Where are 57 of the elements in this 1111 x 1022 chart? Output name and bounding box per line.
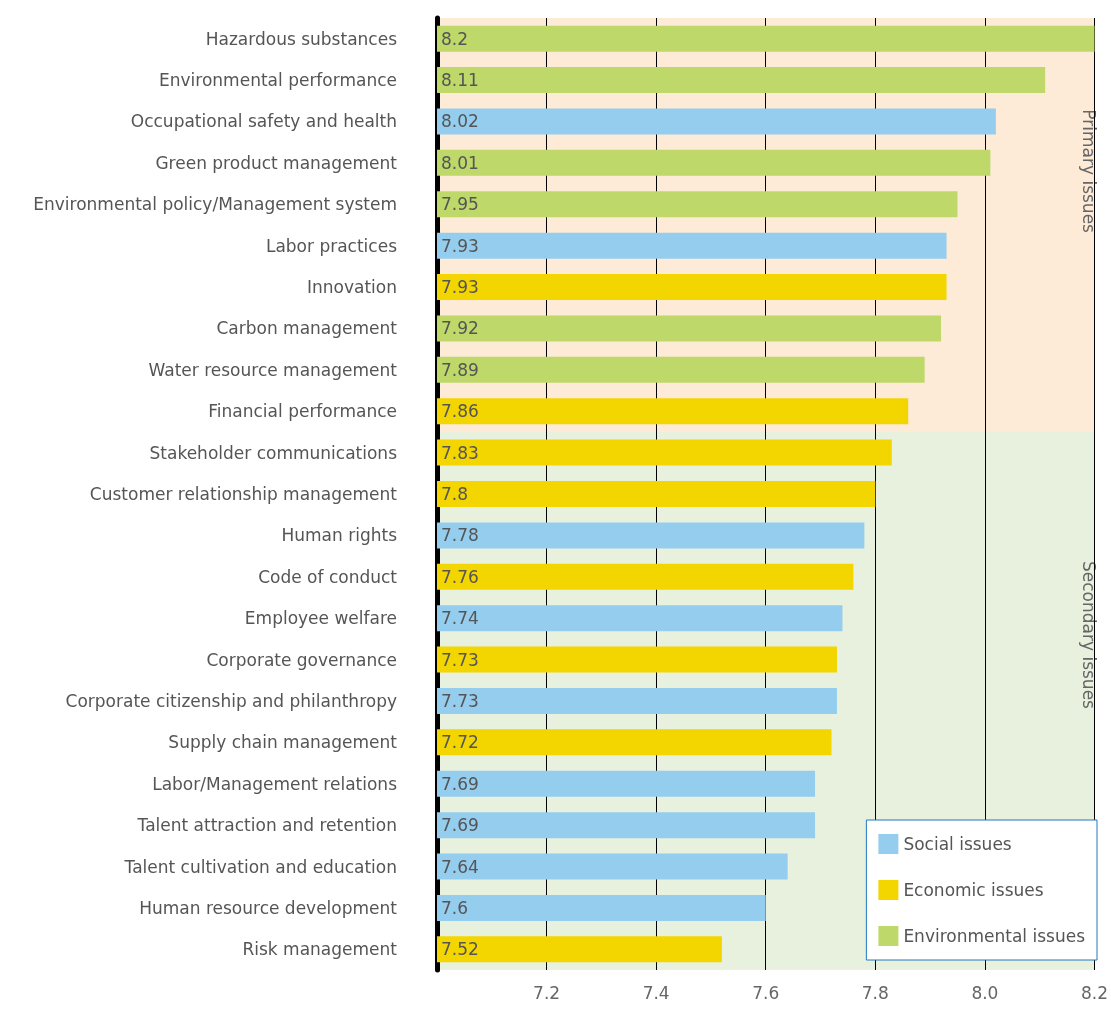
x-tick-label: 8.0 xyxy=(971,982,999,1003)
legend-label: Economic issues xyxy=(903,880,1044,900)
y-tick-label: Human rights xyxy=(281,525,398,546)
y-tick-label: Innovation xyxy=(306,277,397,298)
y-tick-label: Supply chain management xyxy=(168,732,398,753)
data-label: 8.01 xyxy=(441,152,479,173)
y-tick-label: Labor/Management relations xyxy=(152,773,398,794)
data-label: 7.86 xyxy=(441,401,479,422)
data-label: 7.93 xyxy=(441,235,479,256)
y-tick-label: Labor practices xyxy=(265,235,398,256)
data-label: 7.76 xyxy=(441,566,479,587)
data-label: 7.89 xyxy=(441,359,479,380)
band-label: Primary issues xyxy=(1079,109,1100,234)
y-tick-label: Environmental policy/Management system xyxy=(33,194,397,215)
x-tick-label: 7.4 xyxy=(642,982,670,1003)
y-tick-label: Green product management xyxy=(155,152,398,173)
y-tick-label: Corporate citizenship and philanthropy xyxy=(65,690,397,711)
data-label: 7.69 xyxy=(441,815,479,836)
data-label: 7.83 xyxy=(441,442,479,463)
data-label: 8.2 xyxy=(441,28,469,49)
data-label: 7.73 xyxy=(441,649,479,670)
data-label: 7.92 xyxy=(441,318,479,339)
data-label: 7.52 xyxy=(441,939,479,960)
y-tick-label: Corporate governance xyxy=(206,649,397,670)
y-tick-label: Human resource development xyxy=(139,897,398,918)
x-tick-label: 8.2 xyxy=(1080,982,1109,1003)
y-tick-label: Talent attraction and retention xyxy=(136,815,397,836)
data-label: 7.93 xyxy=(441,277,479,298)
y-tick-label: Occupational safety and health xyxy=(130,111,397,132)
data-label: 7.78 xyxy=(441,525,479,546)
data-label: 7.8 xyxy=(441,484,469,504)
y-tick-label: Risk management xyxy=(242,939,398,960)
y-tick-label: Employee welfare xyxy=(244,608,397,629)
data-label: 7.72 xyxy=(441,732,479,753)
y-tick-label: Hazardous substances xyxy=(205,28,398,49)
data-label: 8.02 xyxy=(441,111,479,132)
x-tick-label: 7.2 xyxy=(533,982,561,1003)
legend-label: Environmental issues xyxy=(903,926,1086,946)
data-label: 7.74 xyxy=(441,608,479,629)
data-label: 7.73 xyxy=(441,690,479,711)
data-label: 7.95 xyxy=(441,194,479,215)
data-label: 7.6 xyxy=(441,897,469,918)
y-tick-label: Water resource management xyxy=(148,359,398,380)
legend-label: Social issues xyxy=(903,834,1012,854)
data-label: 8.11 xyxy=(441,70,479,91)
y-tick-label: Code of conduct xyxy=(258,566,398,587)
data-label: 7.69 xyxy=(441,773,479,794)
data-label: 7.64 xyxy=(441,856,479,877)
y-tick-label: Carbon management xyxy=(216,318,398,339)
y-tick-label: Environmental performance xyxy=(159,70,397,91)
y-tick-label: Talent cultivation and education xyxy=(123,856,397,877)
y-tick-label: Stakeholder communications xyxy=(149,442,398,463)
y-tick-label: Customer relationship management xyxy=(89,484,398,504)
x-tick-label: 7.6 xyxy=(752,982,780,1003)
band-label: Secondary issues xyxy=(1079,560,1100,710)
x-tick-label: 7.8 xyxy=(861,982,889,1003)
y-tick-label: Financial performance xyxy=(208,401,397,422)
